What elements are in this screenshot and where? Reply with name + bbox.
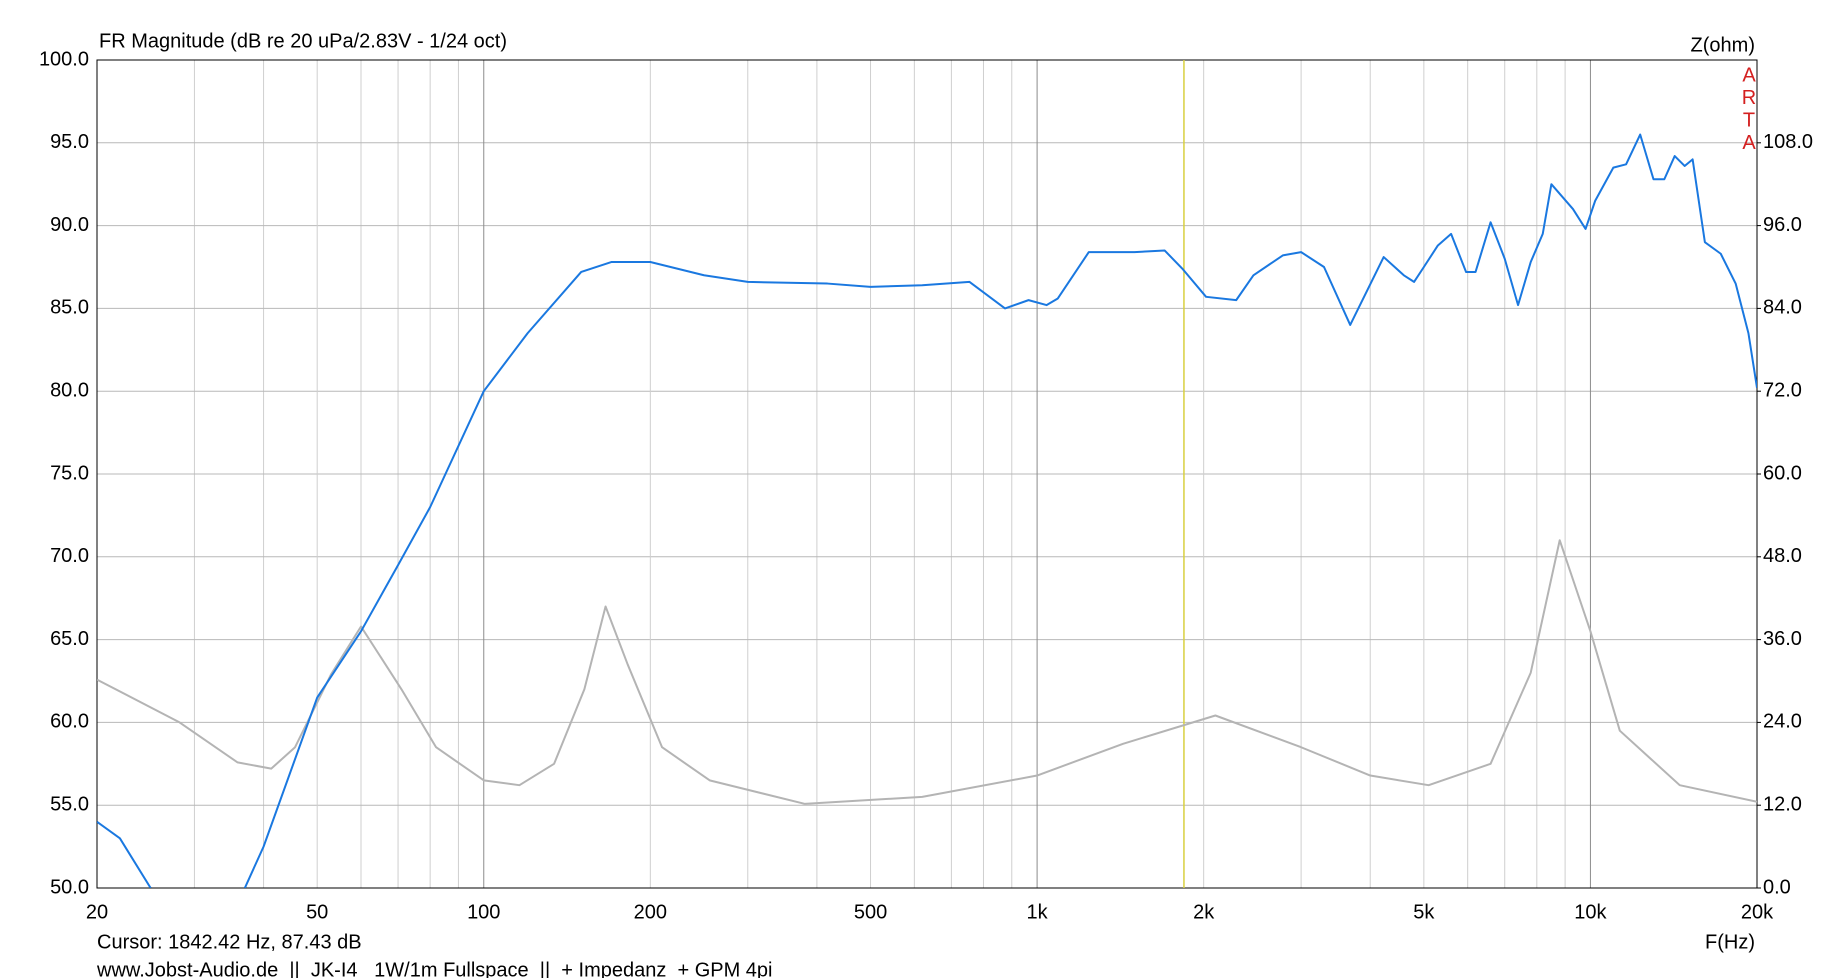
x-axis-label: F(Hz) <box>1705 931 1755 953</box>
watermark-letter: A <box>1742 64 1756 86</box>
y-tick-label: 75.0 <box>50 462 89 484</box>
y2-tick-label: 12.0 <box>1763 793 1802 815</box>
y2-tick-label: 72.0 <box>1763 379 1802 401</box>
y2-tick-label: 24.0 <box>1763 711 1802 733</box>
y-tick-label: 70.0 <box>50 545 89 567</box>
chart-title: FR Magnitude (dB re 20 uPa/2.83V - 1/24 … <box>99 30 507 52</box>
y2-tick-label: 48.0 <box>1763 545 1802 567</box>
footer: www.Jobst-Audio.de || JK-I4 1W/1m Fullsp… <box>96 959 773 978</box>
series-line <box>97 133 1757 888</box>
y2-axis-label: Z(ohm) <box>1691 34 1755 56</box>
cursor-label: Cursor: 1842.42 Hz, 87.43 dB <box>97 931 362 953</box>
y-tick-label: 100.0 <box>39 48 89 70</box>
y2-tick-label: 96.0 <box>1763 214 1802 236</box>
x-tick-label: 50 <box>306 901 328 923</box>
x-tick-label: 1k <box>1027 901 1049 923</box>
series-line <box>97 539 1757 805</box>
y-tick-label: 95.0 <box>50 131 89 153</box>
y2-tick-label: 84.0 <box>1763 297 1802 319</box>
y-tick-label: 50.0 <box>50 876 89 898</box>
x-tick-label: 10k <box>1574 901 1607 923</box>
y-tick-label: 90.0 <box>50 214 89 236</box>
y2-tick-label: 36.0 <box>1763 628 1802 650</box>
y-tick-label: 65.0 <box>50 628 89 650</box>
watermark-letter: T <box>1743 109 1755 131</box>
x-tick-label: 20k <box>1741 901 1774 923</box>
y-tick-label: 80.0 <box>50 379 89 401</box>
x-tick-label: 2k <box>1193 901 1215 923</box>
y-tick-label: 85.0 <box>50 297 89 319</box>
plot-frame <box>96 59 1758 889</box>
x-tick-label: 200 <box>634 901 667 923</box>
y2-tick-label: 108.0 <box>1763 131 1813 153</box>
y2-tick-label: 60.0 <box>1763 462 1802 484</box>
x-tick-label: 500 <box>854 901 887 923</box>
watermark-letter: R <box>1742 87 1756 109</box>
y-tick-label: 60.0 <box>50 711 89 733</box>
y-tick-label: 55.0 <box>50 793 89 815</box>
y2-tick-label: 0.0 <box>1763 876 1791 898</box>
x-tick-label: 20 <box>86 901 108 923</box>
x-tick-label: 5k <box>1413 901 1435 923</box>
watermark-letter: A <box>1742 132 1756 154</box>
x-tick-label: 100 <box>467 901 500 923</box>
